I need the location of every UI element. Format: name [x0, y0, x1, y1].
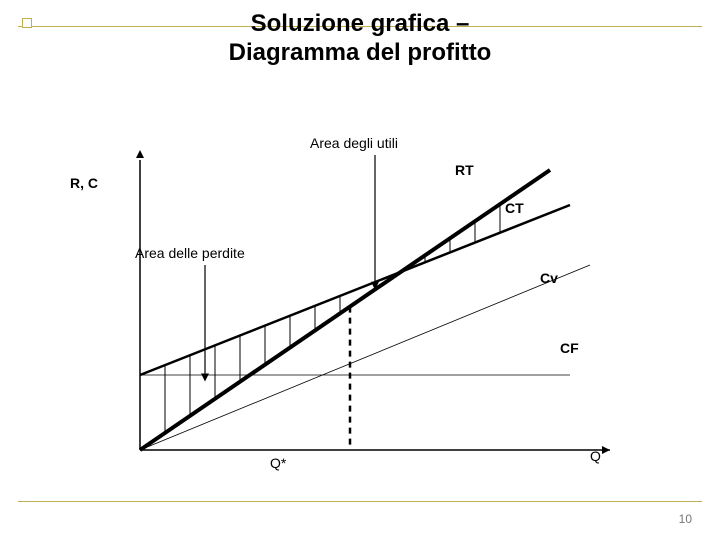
- yaxis-label: R, C: [70, 175, 98, 191]
- area-profit-label: Area degli utili: [310, 135, 398, 151]
- xaxis-label: Q: [590, 448, 601, 464]
- cf-label: CF: [560, 340, 579, 356]
- page-number: 10: [679, 512, 692, 526]
- ct-label: CT: [505, 200, 524, 216]
- title-line-1: Soluzione grafica –: [251, 10, 470, 37]
- cv-label: Cv: [540, 270, 558, 286]
- bottom-rule: [18, 501, 702, 502]
- chart-svg: [110, 150, 630, 480]
- area-loss-label: Area delle perdite: [135, 245, 245, 261]
- breakeven-label: Q*: [270, 455, 286, 471]
- slide-title: Soluzione grafica – Diagramma del profit…: [0, 10, 720, 68]
- title-line-2: Diagramma del profitto: [229, 39, 492, 66]
- rt-label: RT: [455, 162, 474, 178]
- profit-diagram: R, C Area degli utili RT CT Area delle p…: [110, 150, 630, 480]
